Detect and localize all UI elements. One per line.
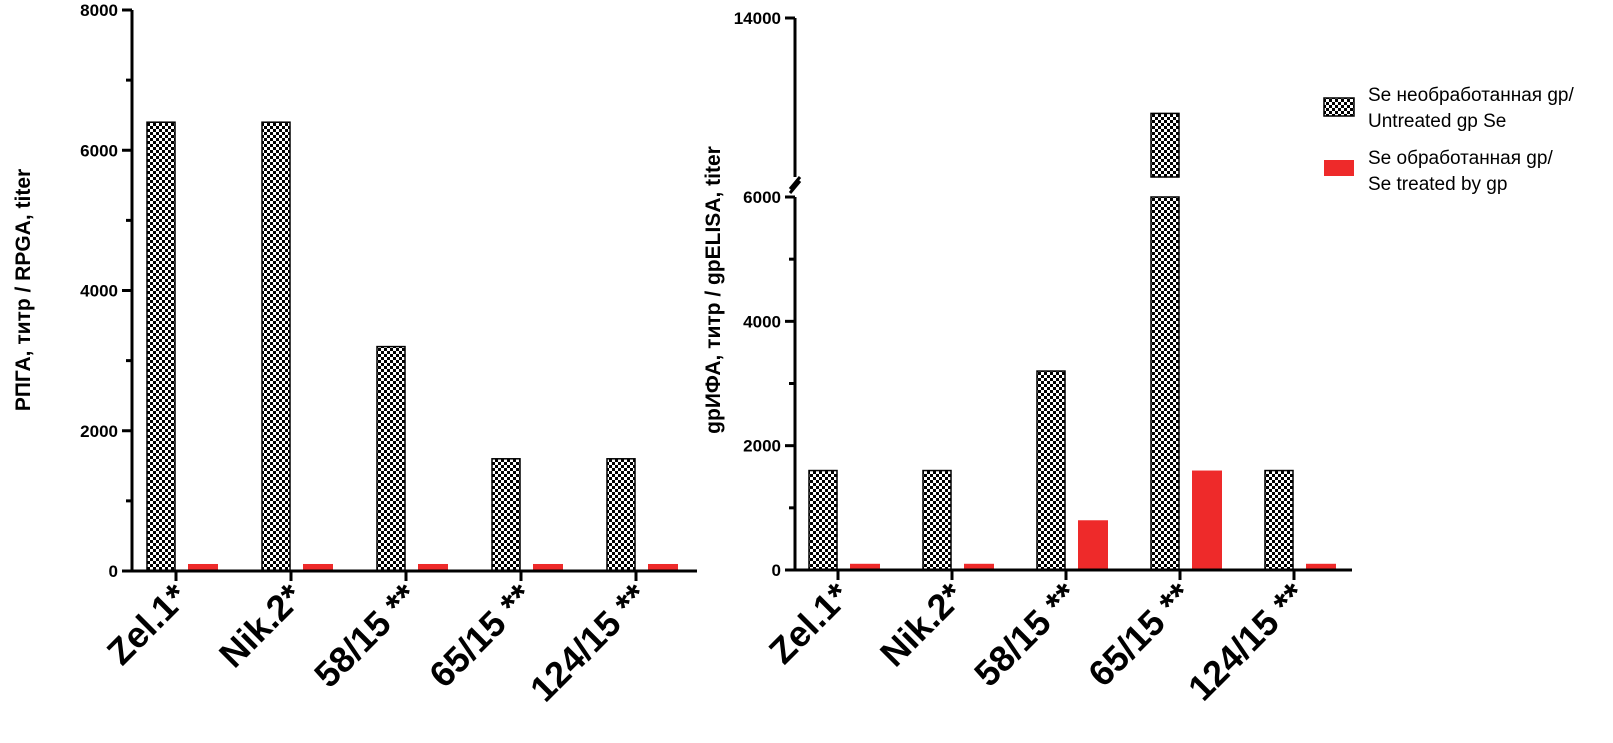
c1-bar-65-15-untreated xyxy=(491,458,521,572)
legend-label-untreated-line1: Se необработанная gp/ xyxy=(1368,85,1575,106)
c1-bar-58-15-untreated xyxy=(376,345,406,572)
c2-category-label-zel-1: Zel.1* xyxy=(761,575,858,672)
c2-bar-124-15-untreated xyxy=(1264,469,1294,571)
c2-bar-65-15-untreated-lower xyxy=(1150,196,1180,571)
c2-bar-58-15-untreated xyxy=(1036,370,1066,571)
chart-left-rpga: 0 2000 4000 6000 8000 Zel.1* Nik.2*58/15 **65… xyxy=(12,1,697,709)
c1-bar-zel-1-treated xyxy=(188,563,218,571)
c1-bar-65-15-treated xyxy=(533,563,563,571)
c2-y-tick-label-4000: 4000 xyxy=(743,312,781,331)
c1-y-tick-label-4000: 4000 xyxy=(80,282,118,301)
c1-categories: Zel.1* Nik.2*58/15 **65/15 **124/15 ** xyxy=(99,576,656,710)
c2-y-tick-label-6000: 6000 xyxy=(743,188,781,207)
c1-ticks: 0 2000 4000 6000 8000 xyxy=(80,1,132,581)
c2-bar-nik-2-treated xyxy=(964,563,994,570)
c1-category-label-zel-1: Zel.1* xyxy=(99,576,196,673)
legend-swatch-treated xyxy=(1324,160,1354,176)
legend-label-treated-line1: Se обработанная gp/ xyxy=(1368,148,1553,169)
c1-bar-58-15-treated xyxy=(418,563,448,571)
c2-category-label-nik-2: Nik.2* xyxy=(872,575,972,675)
c2-ticks: 0 2000 4000 6000 14000 xyxy=(734,9,795,580)
c2-bar-zel-1-untreated xyxy=(808,469,838,571)
c2-axis-break-mark-upper xyxy=(788,176,802,190)
c1-category-label-124-15: 124/15 ** xyxy=(522,576,656,710)
c1-category-label-58-15: 58/15 ** xyxy=(306,576,426,696)
c2-bar-65-15-treated xyxy=(1192,470,1222,570)
c1-category-label-65-15: 65/15 ** xyxy=(421,576,541,696)
c1-y-tick-label-8000: 8000 xyxy=(80,1,118,20)
c2-axis-break-mark-lower xyxy=(788,180,802,194)
c2-bar-65-15-untreated-upper xyxy=(1150,112,1180,178)
c1-bar-124-15-untreated xyxy=(606,458,636,572)
c1-bar-nik-2-untreated xyxy=(261,121,291,572)
c1-y-tick-label-2000: 2000 xyxy=(80,422,118,441)
c1-bar-zel-1-untreated xyxy=(146,121,176,572)
c2-categories: Zel.1* Nik.2*58/15 **65/15 **124/15 ** xyxy=(761,575,1314,709)
c2-bar-124-15-treated xyxy=(1306,563,1336,570)
c1-y-tick-label-6000: 6000 xyxy=(80,141,118,160)
c2-category-label-58-15: 58/15 ** xyxy=(966,575,1086,695)
c2-bar-nik-2-untreated xyxy=(922,469,952,571)
c2-y-tick-label-14000: 14000 xyxy=(734,9,781,28)
c2-bar-58-15-treated xyxy=(1078,520,1108,570)
c1-bar-nik-2-treated xyxy=(303,563,333,571)
legend-label-treated-line2: Se treated by gp xyxy=(1368,174,1507,195)
chart-right-gpelisa: 0 2000 4000 6000 14000 Zel.1* Nik.2*58/15 **6… xyxy=(702,9,1352,708)
legend: Se необработанная gp/ Untreated gp Se Se… xyxy=(1323,85,1575,195)
c2-y-axis-title: gpИФА, титр / gpELISA, titer xyxy=(702,146,725,434)
c1-bars xyxy=(146,121,678,572)
c2-bar-zel-1-treated xyxy=(850,563,880,570)
c2-category-label-124-15: 124/15 ** xyxy=(1180,575,1314,709)
c2-bars xyxy=(808,112,1336,571)
c1-category-label-nik-2: Nik.2* xyxy=(211,576,311,676)
c1-y-tick-label-0: 0 xyxy=(109,562,118,581)
c2-y-tick-label-2000: 2000 xyxy=(743,437,781,456)
legend-swatch-untreated xyxy=(1323,97,1355,117)
c1-y-axis-title: РПГА, титр / RPGA, titer xyxy=(12,169,35,411)
legend-label-untreated-line2: Untreated gp Se xyxy=(1368,111,1506,132)
c2-y-tick-label-0: 0 xyxy=(772,561,781,580)
c1-bar-124-15-treated xyxy=(648,563,678,571)
